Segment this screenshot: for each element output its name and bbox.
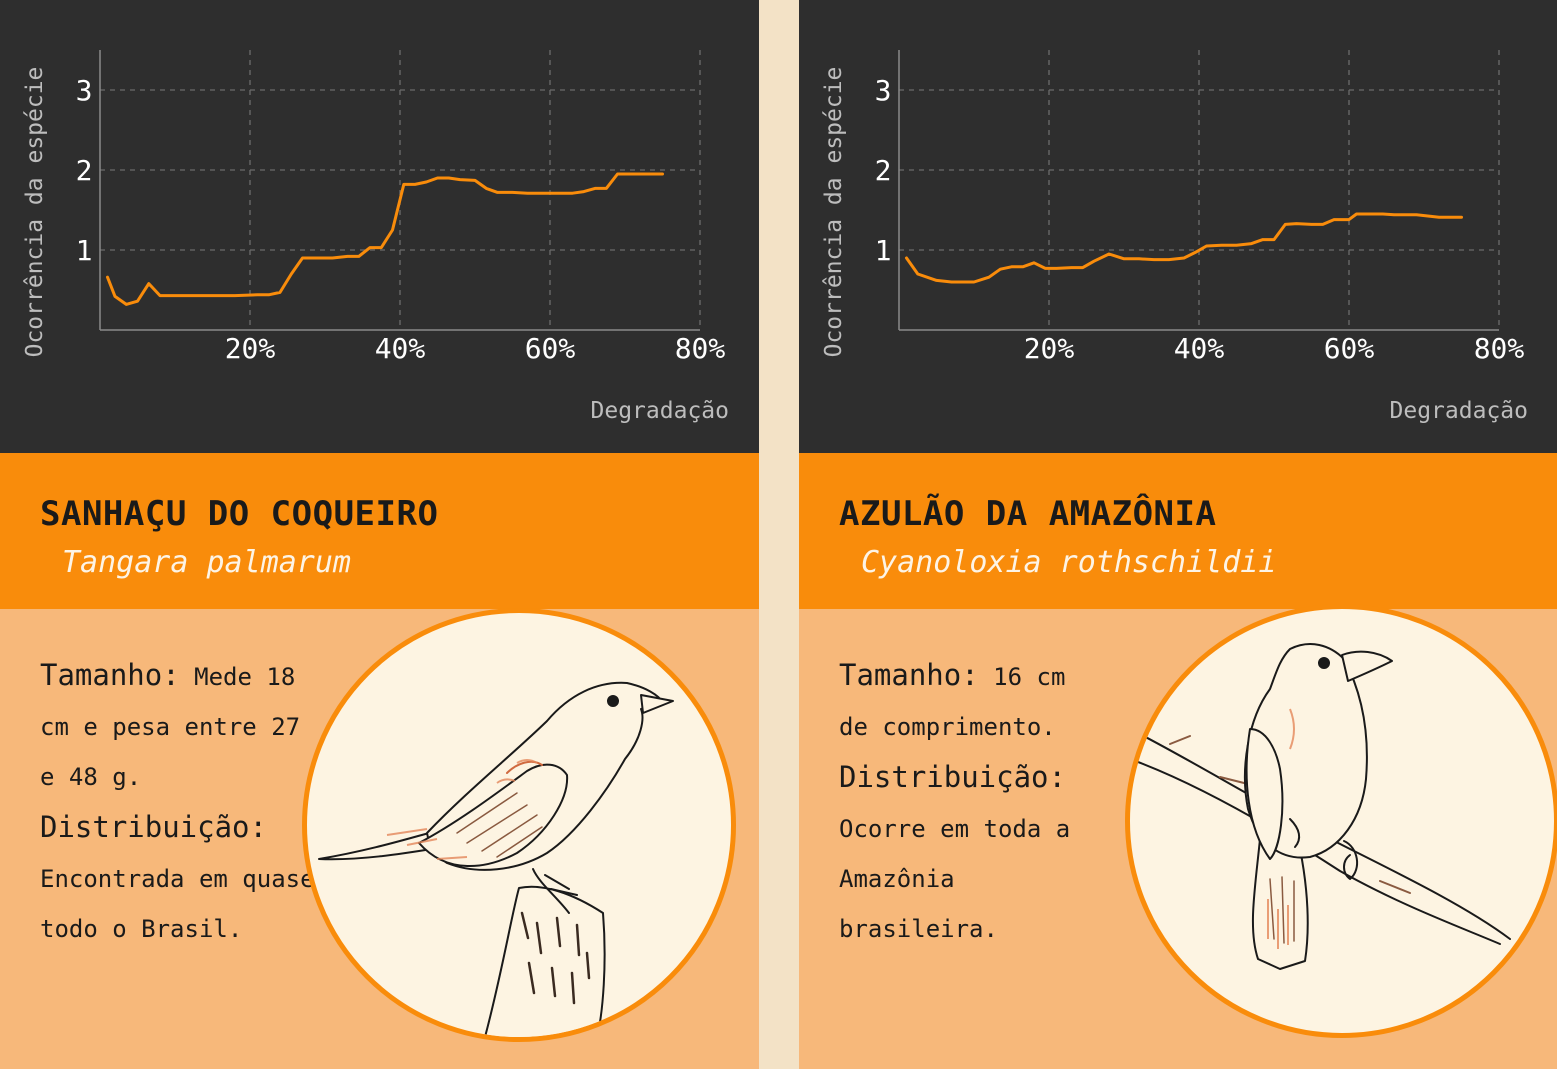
y-tick-label: 2 [875,154,892,187]
chart-svg: 20% 40% 60% 80% 1 2 3 Degradação Ocorrência da e… [821,50,1528,424]
series-line [905,212,1463,284]
bird-on-stump-icon [318,681,674,1037]
distribution-text: Encontrada em quase todo o Brasil. [40,865,315,943]
size-text: 16 cm de comprimento. [839,663,1066,741]
y-axis-title: Ocorrência da espécie [821,67,847,358]
occurrence-chart: 20% 40% 60% 80% 1 2 3 Degradação Ocorrência da e… [0,0,759,453]
size-label: Tamanho: [839,658,979,692]
scientific-name: Tangara palmarum [62,545,351,580]
species-card-1: 20% 40% 60% 80% 1 2 3 Degradação Ocorrência da e… [0,0,759,1069]
x-tick-label: 80% [675,332,726,365]
x-tick-label: 20% [1024,332,1075,365]
x-tick-label: 40% [375,332,426,365]
common-name: AZULÃO DA AMAZÔNIA [839,494,1217,534]
size-label: Tamanho: [40,658,180,692]
y-tick-label: 3 [76,74,93,107]
scientific-name: Cyanoloxia rothschildii [861,545,1277,580]
y-axis-title: Ocorrência da espécie [22,67,48,358]
size-text: Mede 18 cm e pesa entre 27 e 48 g. [40,663,301,791]
distribution-text: Ocorre em toda a Amazônia brasileira. [839,815,1071,943]
title-band [0,453,759,609]
x-tick-label: 40% [1174,332,1225,365]
title-band [799,453,1557,609]
common-name: SANHAÇU DO COQUEIRO [40,494,439,534]
y-tick-label: 3 [875,74,892,107]
occurrence-chart: 20% 40% 60% 80% 1 2 3 Degradação Ocorrência da e… [799,0,1557,453]
bird-on-branch-icon [1130,643,1511,970]
y-tick-label: 1 [875,234,892,267]
x-axis-title: Degradação [591,398,729,424]
species-card-2: 20% 40% 60% 80% 1 2 3 Degradação Ocorrência da e… [799,0,1557,1069]
y-tick-label: 2 [76,154,93,187]
x-tick-label: 20% [225,332,276,365]
species-info: Tamanho: Mede 18 cm e pesa entre 27 e 48… [40,650,315,954]
distribution-label: Distribuição: [839,760,1066,794]
series-line [106,172,664,306]
distribution-label: Distribuição: [40,810,267,844]
bird-illustration [302,608,736,1042]
x-tick-label: 60% [1324,332,1375,365]
x-tick-label: 80% [1474,332,1525,365]
x-tick-label: 60% [525,332,576,365]
bird-illustration [1125,604,1557,1038]
y-tick-label: 1 [76,234,93,267]
chart-svg: 20% 40% 60% 80% 1 2 3 Degradação Ocorrência da e… [22,50,729,424]
x-axis-title: Degradação [1390,398,1528,424]
species-info: Tamanho: 16 cm de comprimento. Distribui… [839,650,1099,954]
